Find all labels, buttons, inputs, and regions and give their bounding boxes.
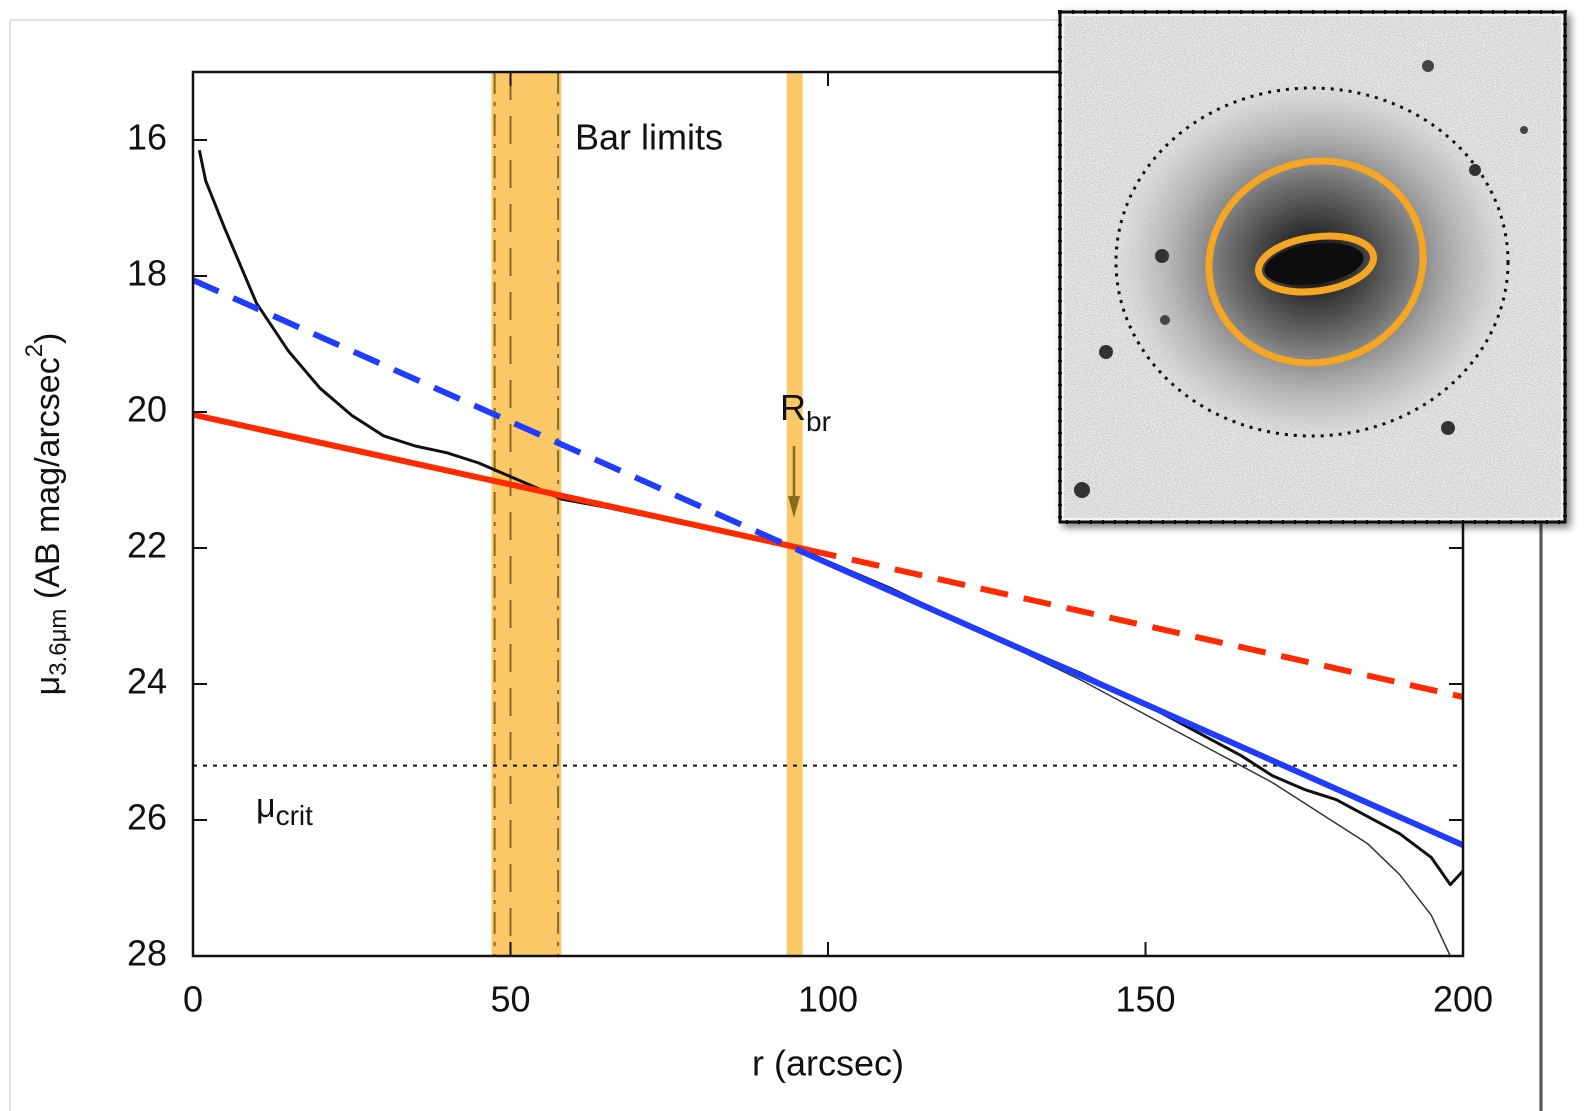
x-tick-label: 0 [183, 979, 203, 1020]
inset-image [1058, 10, 1567, 524]
annotation-main: R [780, 387, 806, 428]
annotation: Rbr [780, 387, 831, 438]
shaded-region [491, 72, 562, 956]
x-axis-label: r (arcsec) [752, 1043, 904, 1084]
x-tick-label: 200 [1433, 979, 1493, 1020]
y-label-symbol: μ [29, 676, 67, 696]
y-tick-label: 16 [127, 117, 167, 158]
profile-line [954, 618, 1451, 957]
y-tick-label: 24 [127, 661, 167, 702]
annotation-subscript: br [806, 406, 831, 437]
y-axis-label: μ3.6μm (AB mag/arcsec2) [21, 333, 72, 696]
x-tick-label: 150 [1115, 979, 1175, 1020]
x-tick-label: 100 [798, 979, 858, 1020]
y-tick-label: 26 [127, 797, 167, 838]
y-label-superscript: 2 [21, 344, 48, 357]
profile-line [808, 547, 1464, 700]
y-label-text: (AB mag/arcsec [29, 357, 67, 608]
annotation-main: μ [256, 787, 276, 825]
annotation-subscript: crit [276, 800, 314, 831]
annotation: μcrit [256, 787, 313, 831]
arrow [788, 446, 800, 518]
annotation: Bar limits [575, 117, 723, 158]
y-tick-label: 20 [127, 389, 167, 430]
x-tick-label: 50 [490, 979, 530, 1020]
y-tick-label: 28 [127, 933, 167, 974]
profile-line [807, 552, 1465, 848]
y-label-subscript: 3.6μm [45, 609, 72, 676]
profile-line [191, 277, 811, 558]
y-tick-label: 18 [127, 253, 167, 294]
y-tick-label: 22 [127, 525, 167, 566]
y-label-close: ) [29, 333, 67, 344]
profile-line [192, 411, 810, 553]
